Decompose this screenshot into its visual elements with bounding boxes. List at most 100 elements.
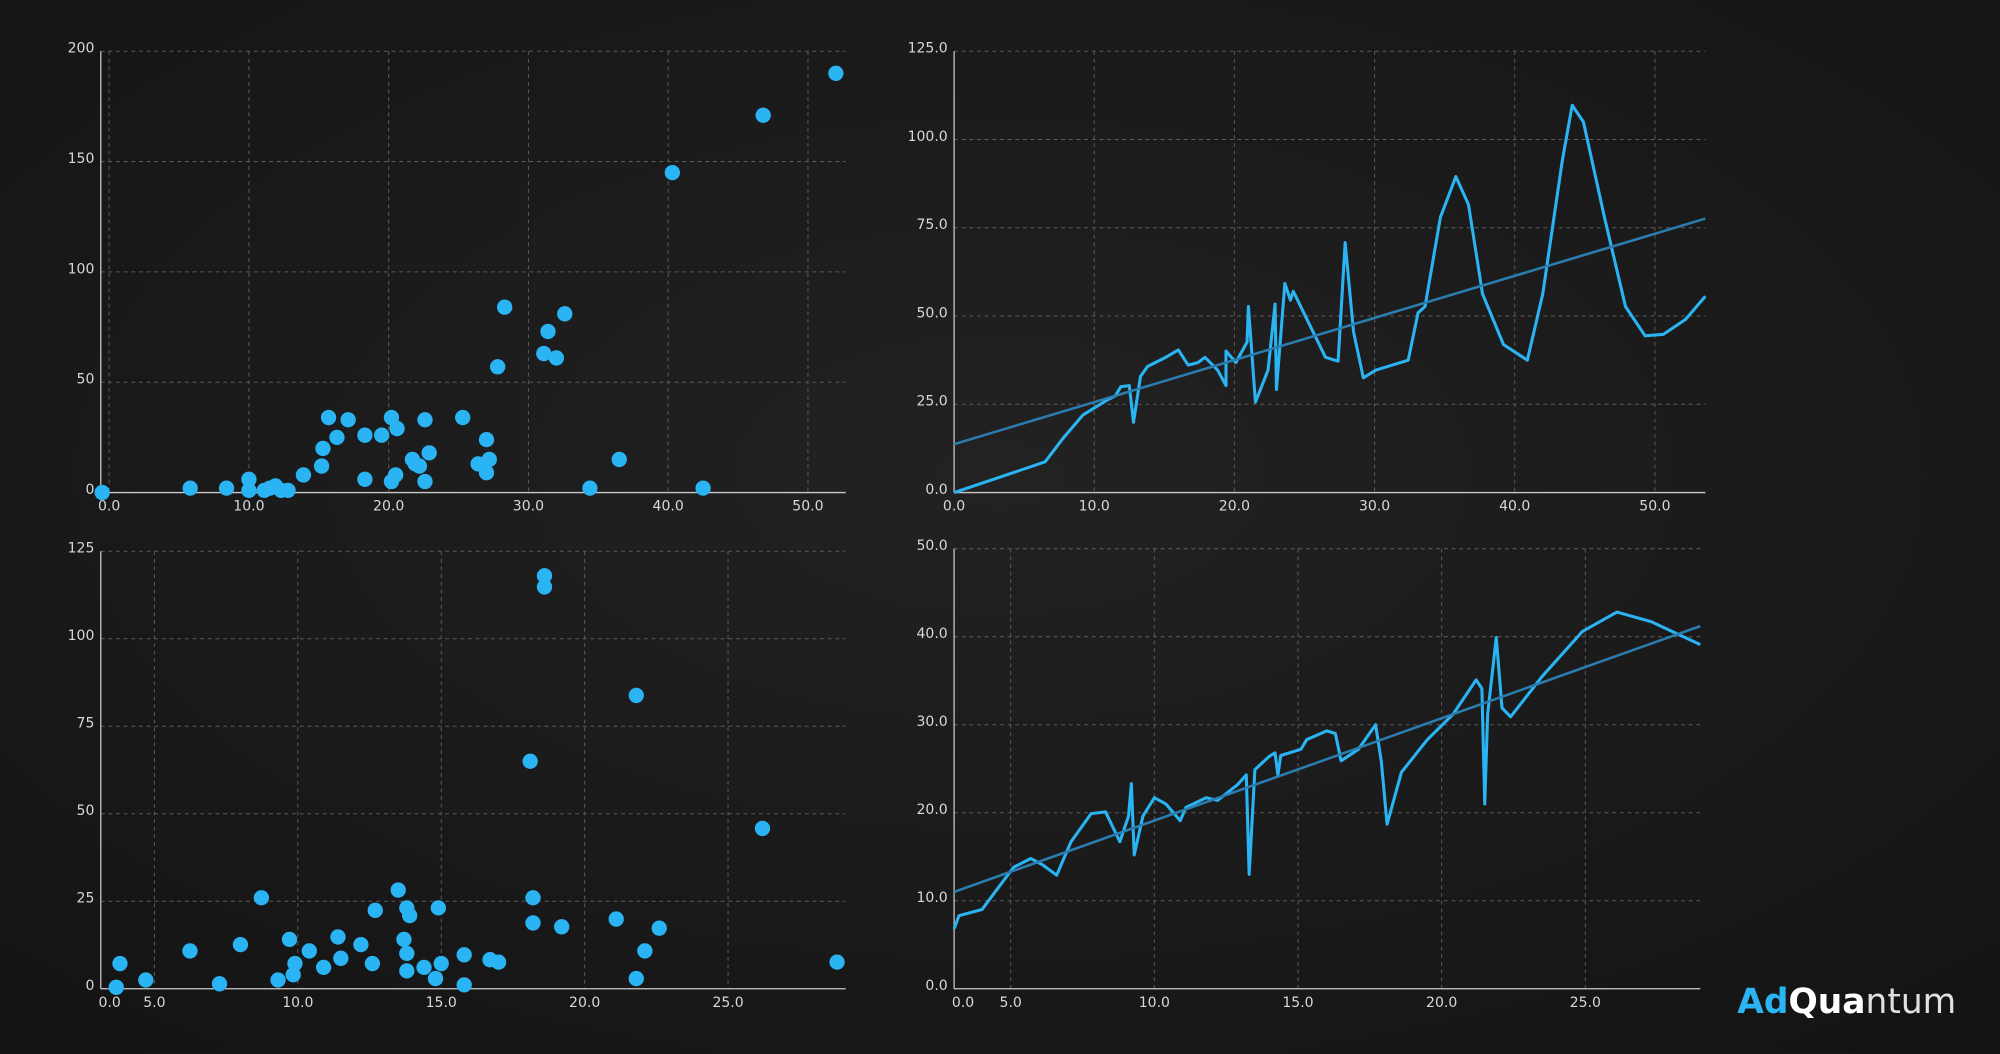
point <box>828 65 844 81</box>
x-tick-label: 50.0 <box>1639 499 1670 515</box>
x-tick-label: 10.0 <box>233 499 264 515</box>
point <box>430 900 447 916</box>
point <box>287 955 303 972</box>
y-tick-label: 50.0 <box>916 305 947 321</box>
point <box>112 955 128 972</box>
point <box>390 882 406 898</box>
x-tick-label: 20.0 <box>1426 995 1457 1011</box>
point <box>433 955 449 972</box>
point <box>389 420 405 437</box>
x-tick-label: 20.0 <box>1219 499 1250 515</box>
y-tick-label: 50 <box>77 372 95 388</box>
y-tick-label: 40.0 <box>916 626 947 642</box>
point <box>402 907 418 924</box>
point <box>399 963 415 979</box>
y-tick-label: 10.0 <box>916 890 947 906</box>
point <box>241 482 257 499</box>
point <box>211 976 228 992</box>
point <box>281 931 298 948</box>
point <box>525 915 541 931</box>
point <box>313 458 330 474</box>
y-tick-label: 30.0 <box>916 714 947 730</box>
point <box>387 467 404 483</box>
x-tick-label: 40.0 <box>653 499 684 515</box>
logo: AdQuantum <box>1737 981 1956 1021</box>
y-tick-label: 0 <box>85 978 94 994</box>
y-tick-label: 100 <box>68 261 95 277</box>
data-line <box>953 103 1707 495</box>
trend-line <box>953 217 1706 446</box>
y-tick-label: 50.0 <box>916 538 947 554</box>
y-tick-label: 75.0 <box>916 217 947 233</box>
logo-part: Qua <box>1789 981 1866 1021</box>
point <box>280 482 296 499</box>
point <box>427 970 444 987</box>
point <box>417 412 433 428</box>
y-tick-label: 100.0 <box>908 129 948 145</box>
point <box>522 753 538 769</box>
point <box>540 323 556 340</box>
point <box>417 473 433 490</box>
x-tick-label: 25.0 <box>1570 995 1601 1011</box>
x-tick-label: 10.0 <box>1139 995 1170 1011</box>
point <box>108 979 124 995</box>
x-tick-label: 50.0 <box>792 499 823 515</box>
y-tick-label: 150 <box>68 151 95 167</box>
x-tick-label: 5.0 <box>1000 995 1022 1011</box>
point <box>357 471 373 487</box>
y-tick-label: 125 <box>68 541 95 557</box>
point <box>340 412 356 428</box>
point <box>416 959 432 976</box>
point <box>608 911 624 927</box>
trend-line <box>953 624 1701 894</box>
point <box>536 568 553 584</box>
point <box>557 306 573 322</box>
y-tick-label: 0 <box>85 482 94 498</box>
point <box>490 954 507 970</box>
point <box>182 943 198 959</box>
point <box>554 919 570 935</box>
y-tick-label: 25 <box>77 891 95 907</box>
y-tick-label: 25.0 <box>916 394 947 410</box>
x-tick-label: 30.0 <box>513 499 544 515</box>
point <box>364 955 381 972</box>
y-tick-label: 100 <box>68 628 95 644</box>
point <box>664 164 681 181</box>
point <box>353 936 369 953</box>
data-line <box>952 610 1701 930</box>
point <box>754 820 771 837</box>
point <box>421 445 437 461</box>
y-tick-label: 0.0 <box>925 978 947 994</box>
point <box>490 359 506 375</box>
x-origin-label: 0.0 <box>99 995 121 1011</box>
point <box>253 890 270 906</box>
point <box>651 920 667 936</box>
logo-part: Ad <box>1737 981 1788 1021</box>
point <box>315 440 331 457</box>
point <box>329 429 345 446</box>
point <box>829 954 845 970</box>
point <box>478 465 495 481</box>
point <box>456 947 472 963</box>
y-tick-label: 125.0 <box>908 41 948 57</box>
point <box>548 350 565 366</box>
point <box>536 345 552 362</box>
point <box>456 977 472 993</box>
point <box>755 107 771 123</box>
point <box>367 902 383 918</box>
y-tick-label: 50 <box>77 803 95 819</box>
x-tick-label: 0.0 <box>98 499 120 515</box>
point <box>695 480 711 496</box>
point <box>357 427 373 443</box>
point <box>285 967 301 983</box>
y-tick-label: 75 <box>77 716 95 732</box>
point <box>536 579 553 595</box>
point <box>330 929 346 945</box>
x-tick-label: 0.0 <box>943 499 965 515</box>
point <box>455 409 471 426</box>
x-tick-label: 20.0 <box>569 995 600 1011</box>
x-tick-label: 10.0 <box>1079 499 1110 515</box>
